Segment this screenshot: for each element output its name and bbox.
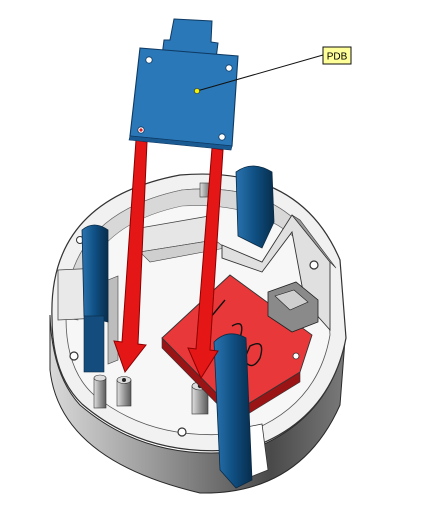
pdb-mount-hole [145, 56, 153, 64]
blue-post-rear [235, 165, 275, 249]
pdb-mount-hole-red [139, 128, 143, 132]
blue-post-left [81, 224, 109, 323]
connector-block [267, 281, 319, 333]
pdb-board-edge [128, 135, 233, 151]
blue-post-front [213, 333, 253, 489]
pdb-callout: PDB [194, 46, 352, 94]
blue-post-left-lower [83, 315, 105, 373]
callout-leader-line [196, 54, 324, 92]
pdb-board-body [129, 47, 239, 147]
arrow-right [187, 147, 224, 380]
rim-screw-hole [69, 351, 79, 361]
standoff-hole [122, 378, 126, 382]
callout-label: PDB [327, 52, 348, 63]
callout-anchor-dot [194, 88, 200, 94]
blue-posts [81, 165, 275, 489]
arrow-left [113, 139, 148, 374]
insertion-arrows [113, 139, 224, 380]
rim-screw-hole [309, 260, 319, 270]
red-board-hole [292, 352, 300, 360]
pdb-mount-hole [225, 64, 233, 72]
right-cutout-side [291, 214, 337, 269]
left-inner-divider [107, 275, 119, 365]
rim-screw-hole [177, 427, 187, 437]
standoff-top [93, 374, 107, 382]
pdb-board [128, 18, 239, 151]
pdb-mount-hole [218, 133, 226, 141]
callout-box [322, 46, 352, 65]
standoff [93, 377, 107, 409]
standoff [116, 379, 132, 407]
